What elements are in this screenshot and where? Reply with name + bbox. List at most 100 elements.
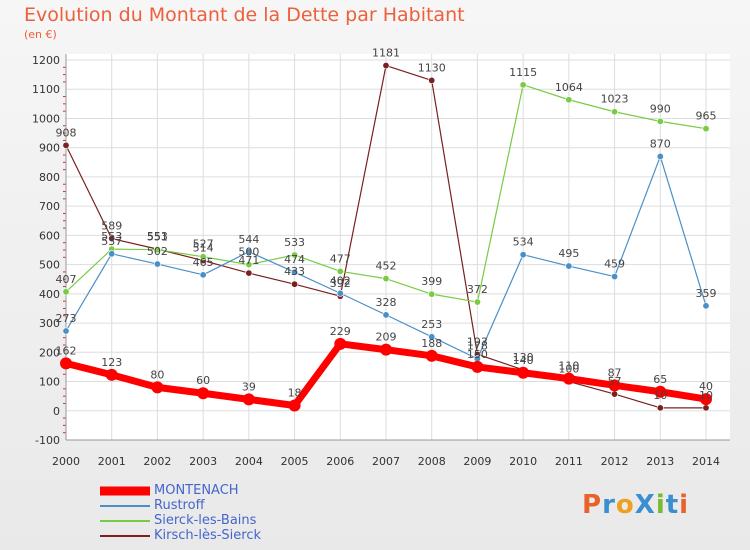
data-label: 965 [696, 110, 717, 123]
data-point [336, 267, 344, 275]
data-label: 553 [101, 230, 122, 243]
logo-letter: P [582, 490, 603, 520]
proxiti-logo: ProXiti [582, 490, 689, 520]
data-point [471, 360, 484, 373]
data-point [62, 327, 70, 335]
data-label: 534 [513, 236, 534, 249]
data-label: 544 [238, 233, 259, 246]
data-label: 500 [238, 246, 259, 259]
data-point [519, 81, 527, 89]
data-point [562, 372, 575, 385]
data-label: 130 [513, 351, 534, 364]
data-label: 589 [101, 220, 122, 233]
data-point [291, 251, 299, 259]
data-label: 162 [56, 344, 77, 357]
data-label: 553 [147, 230, 168, 243]
data-label: 399 [421, 275, 442, 288]
logo-letter: i [679, 490, 690, 520]
data-label: 57 [608, 375, 622, 388]
data-point [473, 298, 481, 306]
y-tick-label: 0 [53, 405, 60, 418]
data-label: 459 [604, 258, 625, 271]
data-point [199, 271, 207, 279]
x-tick-label: 2002 [143, 455, 171, 468]
data-point [565, 96, 573, 104]
data-label: 65 [653, 373, 667, 386]
y-tick-label: 500 [39, 259, 60, 272]
data-point [608, 379, 621, 392]
data-label: 80 [150, 368, 164, 381]
data-label: 433 [284, 265, 305, 278]
data-label: 193 [467, 335, 488, 348]
y-tick-label: 600 [39, 229, 60, 242]
data-point [62, 141, 70, 149]
x-tick-label: 2010 [509, 455, 537, 468]
data-point [565, 262, 573, 270]
legend-label: Kirsch-lès-Sierck [154, 528, 262, 543]
data-point [656, 404, 664, 412]
data-point [702, 404, 710, 412]
data-label: 40 [699, 380, 713, 393]
data-point [245, 248, 253, 256]
data-point [336, 289, 344, 297]
y-tick-label: 1100 [32, 83, 60, 96]
x-tick-label: 2013 [646, 455, 674, 468]
y-tick-label: -100 [35, 434, 60, 447]
data-label: 110 [558, 360, 579, 373]
data-label: 527 [193, 238, 214, 251]
data-point [611, 108, 619, 116]
data-point [382, 275, 390, 283]
chart-title: Evolution du Montant de la Dette par Hab… [24, 4, 465, 26]
y-tick-label: 300 [39, 317, 60, 330]
data-label: 465 [193, 256, 214, 269]
data-point [517, 366, 530, 379]
data-label: 392 [330, 277, 351, 290]
y-tick-label: 100 [39, 376, 60, 389]
data-label: 1115 [509, 66, 537, 79]
data-label: 140 [513, 354, 534, 367]
y-tick-label: 400 [39, 288, 60, 301]
data-label: 402 [330, 274, 351, 287]
data-label: 452 [376, 260, 397, 273]
data-point [428, 76, 436, 84]
data-label: 178 [467, 340, 488, 353]
data-point [519, 251, 527, 259]
data-label: 60 [196, 374, 210, 387]
legend-swatch [100, 535, 150, 537]
data-label: 209 [376, 331, 397, 344]
logo-letter: o [615, 490, 635, 520]
data-label: 908 [56, 126, 77, 139]
data-point [700, 393, 712, 406]
data-point [654, 385, 667, 398]
data-point [245, 269, 253, 277]
data-label: 537 [101, 235, 122, 248]
y-tick-label: 900 [39, 142, 60, 155]
data-point [151, 381, 164, 394]
x-tick-label: 2003 [189, 455, 217, 468]
legend-label: Rustroff [154, 498, 205, 513]
data-point [242, 393, 255, 406]
data-point [702, 302, 710, 310]
data-point [288, 399, 301, 412]
legend-swatch [100, 486, 150, 496]
data-label: 1130 [418, 61, 446, 74]
data-label: 495 [558, 247, 579, 260]
data-point [656, 117, 664, 125]
data-point [611, 390, 619, 398]
x-tick-label: 2006 [326, 455, 354, 468]
logo-letter: i [655, 490, 666, 520]
data-point [60, 357, 72, 370]
data-label: 229 [330, 325, 351, 338]
data-label: 253 [421, 318, 442, 331]
data-point [425, 349, 438, 362]
legend-swatch [100, 520, 150, 522]
x-tick-label: 2004 [235, 455, 263, 468]
data-point [291, 268, 299, 276]
data-label: 328 [376, 296, 397, 309]
data-point [291, 280, 299, 288]
x-tick-label: 2014 [692, 455, 720, 468]
data-label: 471 [238, 254, 259, 267]
logo-letter: t [665, 490, 680, 520]
